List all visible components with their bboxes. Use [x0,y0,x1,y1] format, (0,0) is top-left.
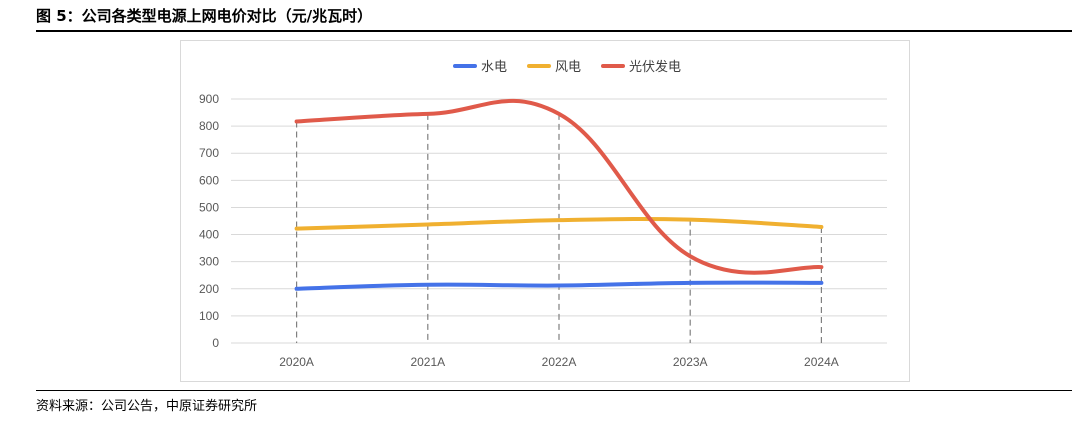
y-tick-label-900: 900 [199,92,219,106]
drop-lines [295,113,823,343]
y-axis-tick-labels: 0 100 200 300 400 500 600 700 800 900 [199,92,219,350]
legend-label-2: 风电 [555,60,581,75]
y-tick-label-100: 100 [199,309,219,323]
series-line-3 [294,99,824,275]
source-note: 资料来源：公司公告，中原证券研究所 [36,399,258,414]
y-tick-label-800: 800 [199,119,219,133]
x-axis-tick-labels: 2020A 2021A 2022A 2023A 2024A [279,355,839,369]
x-tick-label-2022A: 2022A [542,355,577,369]
legend-label-1: 水电 [481,60,507,75]
x-tick-label-2024A: 2024A [804,355,839,369]
y-tick-label-200: 200 [199,282,219,296]
series-lines [294,99,824,291]
y-tick-label-400: 400 [199,228,219,242]
legend: 水电 风电 光伏发电 [453,59,681,75]
y-tick-label-600: 600 [199,173,219,187]
series-line-1 [294,280,824,291]
x-tick-label-2023A: 2023A [673,355,708,369]
legend-label-3: 光伏发电 [629,59,681,75]
y-tick-label-0: 0 [212,336,219,350]
y-tick-label-500: 500 [199,200,219,214]
x-tick-label-2020A: 2020A [279,355,314,369]
source-rule [36,390,1072,391]
x-tick-label-2021A: 2021A [410,355,445,369]
series-line-2 [294,216,824,231]
figure-title: 图 5：公司各类型电源上网电价对比（元/兆瓦时） [36,7,373,25]
title-rule [36,30,1072,32]
chart-frame: 0 100 200 300 400 500 600 700 800 900 2020A 2021A 2… [180,40,910,382]
y-tick-label-300: 300 [199,255,219,269]
y-tick-label-700: 700 [199,146,219,160]
